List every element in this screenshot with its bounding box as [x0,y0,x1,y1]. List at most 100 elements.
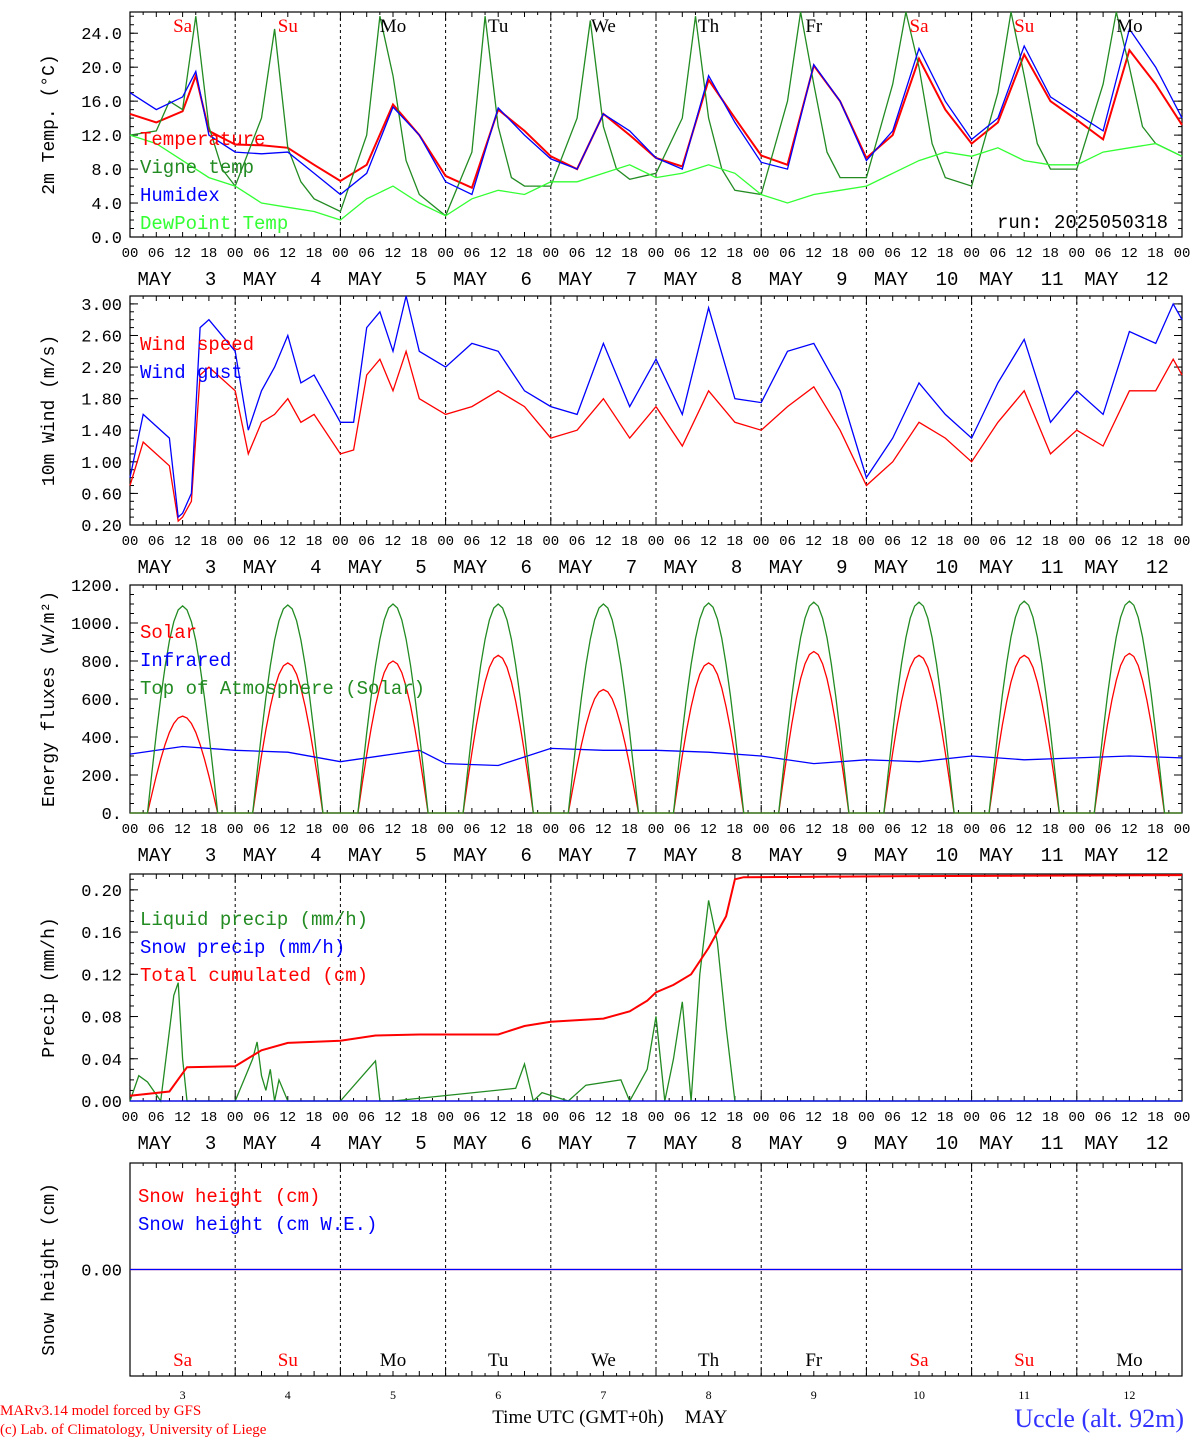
x-day-label: 3 [205,1133,216,1155]
x-month-label: MAY [769,557,804,579]
x-day-label: 5 [415,845,426,867]
weekday-label: Su [1014,16,1035,37]
x-hour-label: 12 [1121,534,1138,550]
x-hour-label: 06 [1095,822,1112,838]
x-hour-label: 12 [1121,822,1138,838]
x-day-label: 8 [731,1133,742,1155]
x-hour-label: 18 [516,246,533,262]
x-hour-label: 18 [726,246,743,262]
y-tick-label: 0.20 [81,883,122,902]
x-hour-label: 00 [122,822,139,838]
x-day-label: 6 [520,845,531,867]
y-tick-label: 600. [81,692,122,711]
x-day-number: 4 [285,1388,291,1402]
y-axis-label: 2m Temp. (°C) [40,54,60,194]
y-tick-label: 20.0 [81,60,122,79]
x-day-label: 3 [205,269,216,291]
x-day-label: 7 [626,269,637,291]
x-month-label: MAY [243,269,278,291]
x-day-label: 11 [1041,1133,1064,1155]
legend-entry: Snow height (cm W.E.) [138,1214,377,1236]
weekday-label: Mo [1116,1350,1142,1371]
series-line-wind-gust [129,295,1183,519]
x-axis-label: Time UTC (GMT+0h) [492,1407,664,1428]
x-hour-label: 06 [674,822,691,838]
x-day-number: 8 [706,1388,712,1402]
x-hour-label: 12 [595,534,612,550]
x-hour-label: 00 [227,1110,244,1126]
x-hour-label: 12 [174,822,191,838]
x-hour-label: 12 [1016,822,1033,838]
x-hour-label: 00 [1174,822,1191,838]
y-tick-label: 2.60 [81,328,122,347]
y-tick-label: 12.0 [81,128,122,147]
y-axis-label: Energy fluxes (W/m²) [40,591,60,807]
series-line-infrared [129,745,1183,767]
x-hour-label: 06 [1095,246,1112,262]
weekday-label: Sa [910,1350,930,1371]
x-hour-label: 18 [621,1110,638,1126]
x-hour-label: 00 [648,1110,665,1126]
x-day-label: 11 [1041,557,1064,579]
x-hour-label: 18 [1042,246,1059,262]
x-hour-label: 06 [1095,1110,1112,1126]
x-month-label: MAY [453,557,488,579]
weekday-label: Sa [173,16,193,37]
x-hour-label: 06 [463,1110,480,1126]
y-tick-label: 0.00 [81,1263,122,1282]
legend-entry: Infrared [140,650,231,672]
y-tick-label: 800. [81,654,122,673]
x-month-label: MAY [979,269,1014,291]
legend-entry: Top of Atmosphere (Solar) [140,678,425,700]
x-hour-label: 00 [753,246,770,262]
y-tick-label: 0. [102,806,122,825]
x-hour-label: 12 [1016,1110,1033,1126]
x-hour-label: 00 [963,1110,980,1126]
x-hour-label: 00 [437,534,454,550]
x-hour-label: 18 [411,534,428,550]
x-day-label: 7 [626,557,637,579]
series-line-dewpoint-temp [129,134,1183,221]
x-day-label: 9 [836,269,847,291]
x-hour-label: 00 [227,822,244,838]
x-month-label: MAY [874,1133,909,1155]
x-hour-label: 00 [963,822,980,838]
y-tick-label: 1.40 [81,423,122,442]
x-hour-label: 12 [490,534,507,550]
x-hour-label: 00 [1174,534,1191,550]
x-day-number: 5 [390,1388,396,1402]
x-hour-label: 12 [1016,534,1033,550]
x-day-number: 12 [1123,1388,1135,1402]
x-hour-label: 06 [148,1110,165,1126]
x-hour-label: 00 [332,246,349,262]
y-tick-label: 0.00 [81,1094,122,1113]
x-hour-label: 12 [490,246,507,262]
x-month-label: MAY [1084,845,1119,867]
x-month-label: MAY [769,845,804,867]
x-hour-label: 00 [122,246,139,262]
x-hour-label: 06 [674,1110,691,1126]
x-hour-label: 06 [148,246,165,262]
x-hour-label: 12 [490,1110,507,1126]
x-month-label: MAY [453,845,488,867]
x-hour-label: 00 [542,534,559,550]
x-hour-label: 06 [358,534,375,550]
x-month-label: MAY [979,1133,1014,1155]
x-hour-label: 18 [1042,822,1059,838]
x-month-label: MAY [137,1133,172,1155]
legend-entry: Wind speed [140,334,254,356]
weekday-label: Fr [805,1350,823,1371]
x-hour-label: 00 [963,534,980,550]
x-day-label: 7 [626,1133,637,1155]
x-hour-label: 00 [542,822,559,838]
x-hour-label: 18 [306,534,323,550]
x-hour-label: 18 [516,822,533,838]
weekday-label: Th [698,1350,720,1371]
x-month-label: MAY [1084,1133,1119,1155]
x-hour-label: 12 [490,822,507,838]
x-month-label: MAY [558,1133,593,1155]
x-hour-label: 12 [700,822,717,838]
y-tick-label: 1200. [71,578,122,597]
x-hour-label: 00 [753,534,770,550]
